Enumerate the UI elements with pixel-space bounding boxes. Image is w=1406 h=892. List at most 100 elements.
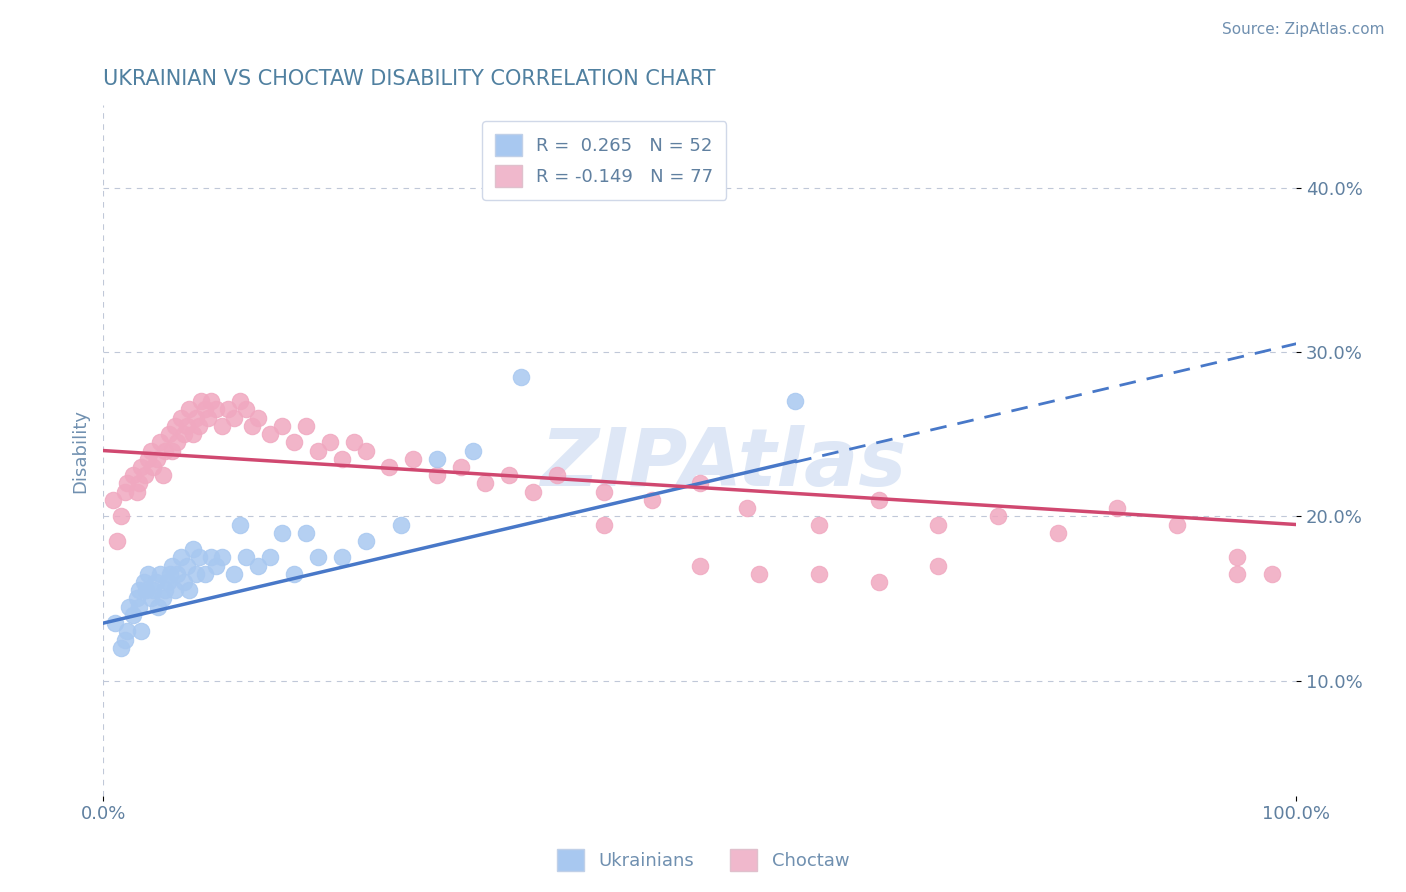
Point xyxy=(190,394,212,409)
Point xyxy=(115,476,138,491)
Point xyxy=(186,410,208,425)
Point xyxy=(145,575,167,590)
Point xyxy=(128,599,150,614)
Point xyxy=(785,394,807,409)
Point xyxy=(146,451,169,466)
Point xyxy=(162,443,184,458)
Point xyxy=(163,583,186,598)
Point xyxy=(187,550,209,565)
Point xyxy=(135,583,157,598)
Point xyxy=(319,435,342,450)
Point xyxy=(247,558,270,573)
Point xyxy=(343,435,366,450)
Point xyxy=(224,566,246,581)
Point xyxy=(593,484,616,499)
Point xyxy=(509,369,531,384)
Text: ZIPAtlas: ZIPAtlas xyxy=(540,425,907,503)
Point xyxy=(173,427,195,442)
Point xyxy=(166,566,188,581)
Text: UKRAINIAN VS CHOCTAW DISABILITY CORRELATION CHART: UKRAINIAN VS CHOCTAW DISABILITY CORRELAT… xyxy=(103,69,716,88)
Point xyxy=(114,484,136,499)
Point xyxy=(118,599,141,614)
Point xyxy=(927,558,949,573)
Point xyxy=(546,468,568,483)
Point xyxy=(173,575,195,590)
Point xyxy=(354,533,377,548)
Point xyxy=(330,451,353,466)
Point xyxy=(868,575,890,590)
Point xyxy=(193,402,215,417)
Point xyxy=(259,427,281,442)
Point xyxy=(689,558,711,573)
Point xyxy=(283,566,305,581)
Point xyxy=(229,517,252,532)
Point xyxy=(235,402,257,417)
Point xyxy=(378,460,401,475)
Point xyxy=(1261,566,1284,581)
Point xyxy=(114,632,136,647)
Point xyxy=(235,550,257,565)
Point xyxy=(224,410,246,425)
Point xyxy=(162,558,184,573)
Point xyxy=(157,427,180,442)
Point xyxy=(641,492,664,507)
Point xyxy=(170,550,193,565)
Point xyxy=(181,542,204,557)
Point xyxy=(283,435,305,450)
Point xyxy=(1046,525,1069,540)
Point xyxy=(474,476,496,491)
Point xyxy=(163,418,186,433)
Point xyxy=(247,410,270,425)
Point xyxy=(159,566,181,581)
Point xyxy=(170,410,193,425)
Point xyxy=(153,443,176,458)
Point xyxy=(197,410,219,425)
Point xyxy=(240,418,263,433)
Text: Source: ZipAtlas.com: Source: ZipAtlas.com xyxy=(1222,22,1385,37)
Point xyxy=(125,591,148,606)
Point xyxy=(176,558,198,573)
Point xyxy=(295,418,318,433)
Point xyxy=(330,550,353,565)
Point xyxy=(1107,501,1129,516)
Point xyxy=(737,501,759,516)
Point xyxy=(142,460,165,475)
Point xyxy=(808,566,831,581)
Point xyxy=(101,492,124,507)
Point xyxy=(132,575,155,590)
Point xyxy=(142,583,165,598)
Point xyxy=(186,566,208,581)
Point xyxy=(200,394,222,409)
Point xyxy=(110,640,132,655)
Point xyxy=(138,451,160,466)
Point xyxy=(808,517,831,532)
Point xyxy=(522,484,544,499)
Point xyxy=(748,566,770,581)
Point xyxy=(134,468,156,483)
Point xyxy=(1166,517,1188,532)
Point xyxy=(461,443,484,458)
Point xyxy=(295,525,318,540)
Point xyxy=(177,583,200,598)
Point xyxy=(187,418,209,433)
Point xyxy=(426,468,449,483)
Point xyxy=(122,607,145,622)
Point xyxy=(1226,550,1249,565)
Point xyxy=(176,418,198,433)
Point xyxy=(139,591,162,606)
Point xyxy=(217,402,239,417)
Point xyxy=(153,583,176,598)
Legend: Ukrainians, Choctaw: Ukrainians, Choctaw xyxy=(550,842,856,879)
Point xyxy=(146,599,169,614)
Point xyxy=(149,435,172,450)
Point xyxy=(927,517,949,532)
Point xyxy=(125,484,148,499)
Point xyxy=(181,427,204,442)
Point xyxy=(149,566,172,581)
Point xyxy=(152,591,174,606)
Point xyxy=(131,624,153,639)
Point xyxy=(205,558,228,573)
Point xyxy=(156,575,179,590)
Point xyxy=(307,443,329,458)
Point xyxy=(115,624,138,639)
